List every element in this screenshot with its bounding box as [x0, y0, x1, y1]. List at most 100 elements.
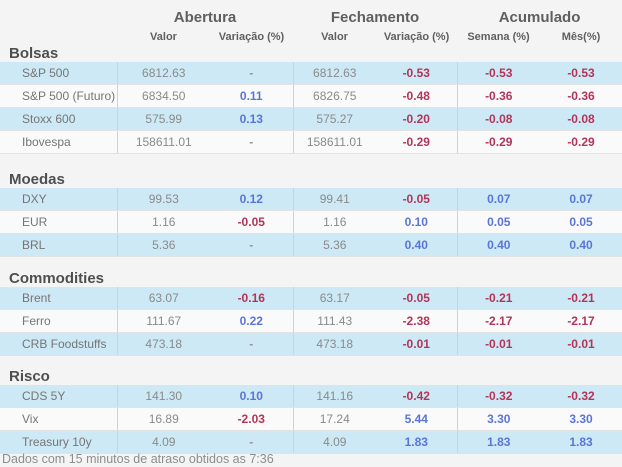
cell-abertura-valor: 16.89 [116, 407, 210, 431]
row-label: CRB Foodstuffs [0, 332, 117, 356]
section-moedas: Moedas DXY 99.53 0.12 99.41 -0.05 0.07 0.07 EUR 1… [0, 171, 622, 257]
header-acumulado-semana: Semana (%) [467, 30, 530, 43]
header-abertura-variacao: Variação (%) [218, 30, 285, 43]
cell-fechamento-valor: 6826.75 [292, 84, 376, 108]
cell-semana: -0.32 [456, 385, 540, 408]
cell-fechamento-variacao: 1.83 [376, 430, 457, 454]
row-label: Stoxx 600 [0, 107, 117, 131]
cell-fechamento-variacao: -0.29 [376, 130, 457, 154]
table-row: Treasury 10y 4.09-4.09 1.83 1.83 1.83 [0, 430, 622, 454]
cell-abertura-variacao: -0.16 [210, 287, 293, 310]
header-group-acumulado: Acumulado [498, 8, 581, 26]
cell-abertura-variacao: - [210, 332, 293, 356]
cell-fechamento-variacao: -0.05 [376, 287, 457, 310]
cell-mes: 1.83 [540, 430, 622, 454]
row-label: DXY [0, 188, 117, 211]
header-fechamento-variacao: Variação (%) [383, 30, 450, 43]
row-label: BRL [0, 233, 117, 257]
cell-mes: -0.53 [540, 62, 622, 85]
header-acumulado-mes: Mês(%) [561, 30, 601, 43]
cell-abertura-valor: 1.16 [116, 210, 210, 234]
cell-abertura-valor: 111.67 [116, 309, 210, 333]
row-label: Ibovespa [0, 130, 117, 154]
header-group-row: Abertura Fechamento Acumulado [0, 6, 622, 28]
table-row: CDS 5Y 141.30 0.10 141.16 -0.42 -0.32 -0.32 [0, 385, 622, 408]
cell-semana: 0.07 [456, 188, 540, 211]
header-sub-row: Valor Variação (%) Valor Variação (%) Se… [0, 28, 622, 45]
cell-abertura-valor: 575.99 [116, 107, 210, 131]
cell-abertura-valor: 99.53 [116, 188, 210, 211]
table-row: Stoxx 600 575.99 0.13 575.27 -0.20 -0.08 -0.08 [0, 107, 622, 131]
table-row: EUR 1.16 -0.05 1.16 0.10 0.05 0.05 [0, 210, 622, 234]
table-row: Brent 63.07 -0.16 63.17 -0.05 -0.21 -0.21 [0, 287, 622, 310]
cell-abertura-valor: 6834.50 [116, 84, 210, 108]
table-row: DXY 99.53 0.12 99.41 -0.05 0.07 0.07 [0, 188, 622, 211]
header-group-abertura: Abertura [173, 8, 237, 26]
cell-abertura-valor: 158611.01 [116, 130, 210, 154]
header-fechamento-valor: Valor [321, 30, 348, 43]
cell-fechamento-valor: 17.24 [292, 407, 376, 431]
cell-fechamento-valor: 63.17 [292, 287, 376, 310]
cell-abertura-variacao: 0.22 [210, 309, 293, 333]
section-title: Bolsas [9, 45, 59, 62]
row-label: S&P 500 [0, 62, 117, 85]
cell-abertura-variacao: 0.11 [210, 84, 293, 108]
section-bolsas: Bolsas S&P 500 6812.63-6812.63 -0.53 -0.53 -0… [0, 45, 622, 154]
header-abertura-valor: Valor [150, 30, 177, 43]
cell-abertura-variacao: - [210, 130, 293, 154]
cell-mes: -0.08 [540, 107, 622, 131]
table-row: Ferro 111.67 0.22 111.43 -2.38 -2.17 -2.17 [0, 309, 622, 333]
cell-semana: -0.01 [456, 332, 540, 356]
cell-semana: -0.36 [456, 84, 540, 108]
cell-mes: -0.36 [540, 84, 622, 108]
cell-semana: -0.53 [456, 62, 540, 85]
section-table: S&P 500 6812.63-6812.63 -0.53 -0.53 -0.53 S&P… [0, 62, 622, 154]
row-label: CDS 5Y [0, 385, 117, 408]
row-label: Ferro [0, 309, 117, 333]
cell-abertura-variacao: 0.13 [210, 107, 293, 131]
cell-mes: -0.29 [540, 130, 622, 154]
cell-abertura-valor: 6812.63 [116, 62, 210, 85]
row-label: Treasury 10y [0, 430, 117, 454]
cell-abertura-variacao: - [210, 430, 293, 454]
header-group-fechamento: Fechamento [330, 8, 420, 26]
section-title: Commodities [9, 270, 105, 287]
cell-fechamento-valor: 473.18 [292, 332, 376, 356]
row-label: S&P 500 (Futuro) [0, 84, 117, 108]
cell-fechamento-variacao: 0.10 [376, 210, 457, 234]
cell-abertura-valor: 4.09 [116, 430, 210, 454]
header-spacer [0, 6, 117, 28]
cell-fechamento-valor: 6812.63 [292, 62, 376, 85]
column-header: Abertura Fechamento Acumulado Valor Vari… [0, 6, 622, 45]
cell-fechamento-variacao: -0.01 [376, 332, 457, 356]
cell-fechamento-valor: 5.36 [292, 233, 376, 257]
cell-abertura-valor: 141.30 [116, 385, 210, 408]
cell-mes: -0.21 [540, 287, 622, 310]
cell-mes: 3.30 [540, 407, 622, 431]
cell-abertura-valor: 5.36 [116, 233, 210, 257]
cell-fechamento-valor: 4.09 [292, 430, 376, 454]
table-row: BRL 5.36-5.36 0.40 0.40 0.40 [0, 233, 622, 257]
header-spacer [0, 28, 117, 45]
cell-fechamento-valor: 158611.01 [292, 130, 376, 154]
table-row: Vix 16.89 -2.03 17.24 5.44 3.30 3.30 [0, 407, 622, 431]
cell-abertura-valor: 63.07 [116, 287, 210, 310]
cell-fechamento-variacao: -2.38 [376, 309, 457, 333]
row-label: Brent [0, 287, 117, 310]
table-row: S&P 500 6812.63-6812.63 -0.53 -0.53 -0.53 [0, 62, 622, 85]
cell-abertura-valor: 473.18 [116, 332, 210, 356]
cell-semana: -2.17 [456, 309, 540, 333]
section-title: Risco [9, 368, 50, 385]
cell-mes: -0.32 [540, 385, 622, 408]
cell-fechamento-valor: 111.43 [292, 309, 376, 333]
cell-fechamento-variacao: -0.53 [376, 62, 457, 85]
cell-abertura-variacao: -0.05 [210, 210, 293, 234]
cell-abertura-variacao: 0.12 [210, 188, 293, 211]
section-table: CDS 5Y 141.30 0.10 141.16 -0.42 -0.32 -0.32 Vix… [0, 385, 622, 454]
cell-abertura-variacao: -2.03 [210, 407, 293, 431]
section-title: Moedas [9, 171, 65, 188]
cell-fechamento-valor: 575.27 [292, 107, 376, 131]
sections: Bolsas S&P 500 6812.63-6812.63 -0.53 -0.53 -0… [0, 45, 622, 454]
cell-semana: -0.29 [456, 130, 540, 154]
